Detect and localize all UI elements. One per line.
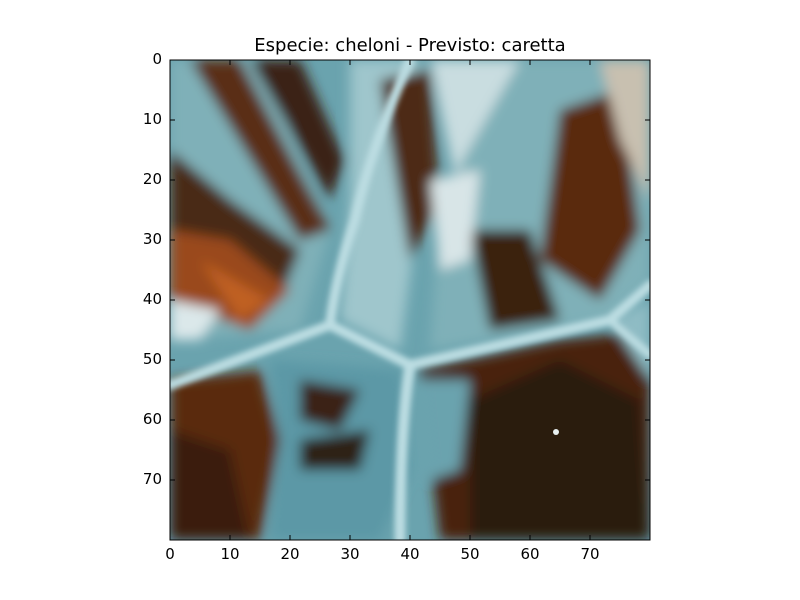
y-tick-label: 30 [142,230,162,248]
shell-image [170,60,650,540]
x-tick-label: 0 [165,545,175,563]
x-tick-label: 60 [520,545,540,563]
y-tick-label: 50 [142,350,162,368]
y-tick-label: 20 [142,170,162,188]
chart-title: Especie: cheloni - Previsto: caretta [254,35,566,56]
x-tick-label: 30 [340,545,360,563]
x-tick-label: 40 [400,545,420,563]
y-tick-label: 70 [142,470,162,488]
x-tick-label: 70 [580,545,600,563]
x-tick-label: 20 [280,545,300,563]
y-tick-label: 60 [142,410,162,428]
glare-spot [553,429,559,435]
y-tick-label: 0 [152,50,162,68]
tick-marks [169,59,650,540]
y-tick-label: 10 [142,110,162,128]
x-tick-label: 10 [220,545,240,563]
y-tick-label: 40 [142,290,162,308]
x-tick-label: 50 [460,545,480,563]
